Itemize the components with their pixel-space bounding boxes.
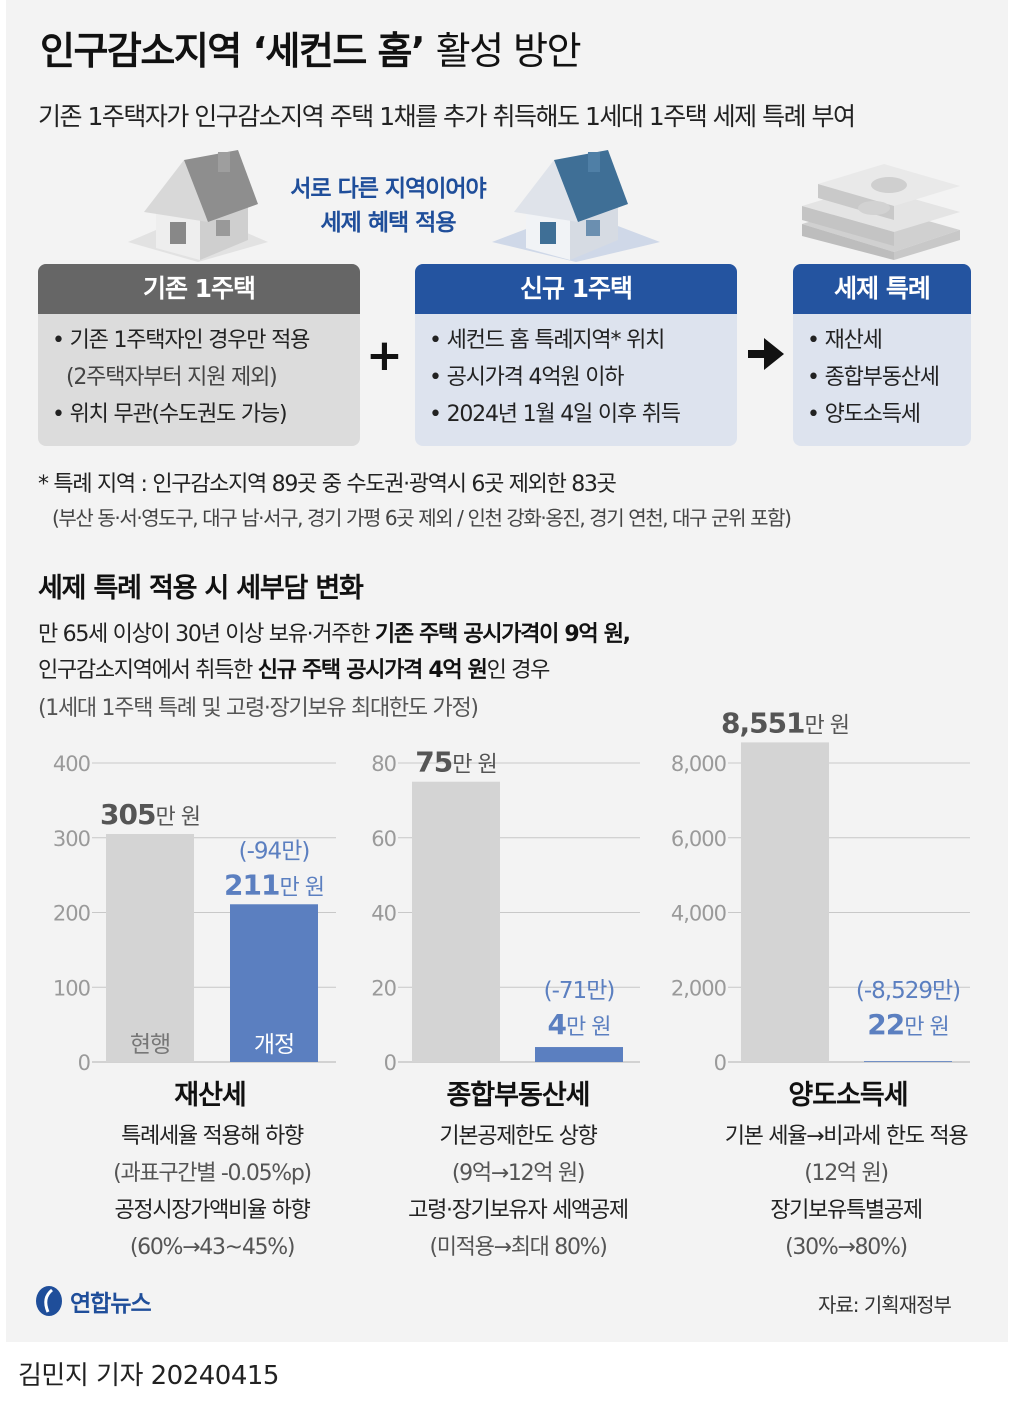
chart-description-line: (미적용→최대 80%)	[429, 1235, 607, 1260]
money-stack-icon	[802, 164, 960, 260]
yonhap-logo-icon	[36, 1286, 62, 1316]
tax-benefit-item: • 종합부동산세	[807, 365, 940, 390]
condition-line-2: 인구감소지역에서 취득한 신규 주택 공시가격 4억 원인 경우	[38, 658, 550, 683]
category-label: 개정	[254, 1032, 294, 1058]
difference-label: (-71만)	[544, 978, 615, 1004]
value-label: 4만 원	[548, 1008, 611, 1041]
page-title-light: 활성 방안	[435, 29, 582, 73]
condition-assumption: (1세대 1주택 특례 및 고령·장기보유 최대한도 가정)	[38, 696, 479, 721]
existing-house-icon	[128, 150, 268, 262]
chart-description-line: 공정시장가액비율 하향	[114, 1198, 310, 1223]
value-label: 305만 원	[100, 798, 200, 831]
y-tick-label: 80	[371, 752, 396, 776]
bar-revised	[864, 1061, 952, 1062]
page-subtitle: 기존 1주택자가 인구감소지역 주택 1채를 추가 취득해도 1세대 1주택 세…	[38, 102, 856, 131]
tax-benefit-item: • 재산세	[807, 328, 883, 353]
callout-line-1: 서로 다른 지역이어야	[290, 176, 486, 202]
existing-house-box-title: 기존 1주택	[38, 264, 360, 314]
new-house-item: • 공시가격 4억원 이하	[429, 365, 624, 390]
existing-house-item: • 기존 1주택자인 경우만 적용	[52, 328, 310, 353]
y-tick-label: 4,000	[671, 902, 726, 926]
chart-description: 기본 세율→비과세 한도 적용 (12억 원) 장기보유특별공제 (30%→80%)	[676, 1118, 1010, 1266]
chart-0: 0 100 200 300 400 현행 개정 305만 원 211만 원 (-94만)	[53, 752, 336, 1075]
bar-revised	[230, 904, 318, 1062]
new-house-box-title: 신규 1주택	[415, 264, 737, 314]
tax-benefit-box: 세제 특례 • 재산세 • 종합부동산세 • 양도소득세	[793, 264, 971, 446]
existing-house-item-note: (2주택자부터 지원 제외)	[66, 365, 278, 390]
y-tick-label: 400	[53, 752, 90, 776]
plus-sign: +	[366, 330, 403, 381]
section-title: 세제 특례 적용 시 세부담 변화	[38, 573, 364, 604]
y-tick-label: 300	[53, 827, 90, 851]
yonhap-logo-text: 연합뉴스	[70, 1291, 152, 1317]
yonhap-logo: 연합뉴스	[34, 1284, 152, 1318]
condition-highlight: 신규 주택 공시가격 4억 원	[257, 658, 488, 683]
existing-house-box: 기존 1주택 • 기존 1주택자인 경우만 적용 (2주택자부터 지원 제외) …	[38, 264, 360, 446]
page-title: 인구감소지역 ‘세컨드 홈’ 활성 방안	[40, 29, 582, 73]
chart-description: 특례세율 적용해 하향 (과표구간별 -0.05%p) 공정시장가액비율 하향 (60…	[42, 1118, 382, 1266]
chart-title: 재산세	[174, 1080, 247, 1111]
y-tick-label: 200	[53, 902, 90, 926]
chart-title: 종합부동산세	[446, 1080, 590, 1111]
chart-description-line: (12억 원)	[804, 1161, 889, 1186]
chart-description-line: (9억→12억 원)	[451, 1161, 586, 1186]
arrow-right-icon	[748, 338, 784, 370]
chart-description-line: 고령·장기보유자 세액공제	[408, 1198, 629, 1223]
condition-highlight: 기존 주택 공시가격이 9억 원,	[374, 622, 631, 647]
value-label: 75만 원	[415, 746, 496, 779]
callout-text: 서로 다른 지역이어야 세제 혜택 적용	[268, 172, 508, 240]
data-source: 자료: 기획재정부	[818, 1293, 952, 1317]
byline: 김민지 기자 20240415	[18, 1361, 279, 1391]
condition-line-1: 만 65세 이상이 30년 이상 보유·거주한 기존 주택 공시가격이 9억 원…	[38, 622, 631, 647]
special-region-note: * 특례 지역 : 인구감소지역 89곳 중 수도권·광역시 6곳 제외한 83…	[38, 472, 617, 497]
chart-description-line: 기본 세율→비과세 한도 적용	[724, 1124, 969, 1149]
y-tick-label: 6,000	[671, 827, 726, 851]
new-house-box: 신규 1주택 • 세컨드 홈 특례지역* 위치 • 공시가격 4억원 이하 • …	[415, 264, 737, 446]
y-tick-label: 0	[78, 1051, 90, 1075]
tax-benefit-box-title: 세제 특례	[793, 264, 971, 314]
category-label: 현행	[130, 1032, 170, 1058]
new-house-icon	[492, 150, 660, 262]
bar-current	[412, 781, 500, 1062]
special-region-detail: (부산 동·서·영도구, 대구 남·서구, 경기 가평 6곳 제외 / 인천 강…	[52, 506, 792, 530]
chart-2: 0 2,000 4,000 6,000 8,000 8,551만 원 22만 원 (-8,52…	[671, 706, 970, 1075]
value-label: 211만 원	[224, 868, 324, 901]
chart-description-line: (과표구간별 -0.05%p)	[113, 1161, 312, 1186]
chart-description-line: 장기보유특별공제	[770, 1198, 923, 1223]
value-label: 22만 원	[867, 1008, 948, 1041]
y-tick-label: 2,000	[671, 976, 726, 1000]
existing-house-item: • 위치 무관(수도권도 가능)	[52, 402, 288, 427]
bar-current	[741, 742, 829, 1062]
chart-description-line: 기본공제한도 상향	[439, 1124, 598, 1149]
chart-description-line: 특례세율 적용해 하향	[121, 1124, 304, 1149]
new-house-item: • 세컨드 홈 특례지역* 위치	[429, 328, 665, 353]
chart-title: 양도소득세	[788, 1080, 908, 1111]
bar-current	[106, 834, 194, 1062]
chart-description-line: (30%→80%)	[785, 1235, 908, 1260]
callout-line-2: 세제 혜택 적용	[320, 210, 457, 236]
difference-label: (-8,529만)	[856, 978, 960, 1004]
y-tick-label: 20	[371, 976, 396, 1000]
chart-description-line: (60%→43~45%)	[129, 1235, 296, 1260]
difference-label: (-94만)	[239, 838, 310, 864]
new-house-item: • 2024년 1월 4일 이후 취득	[429, 402, 681, 427]
y-tick-label: 0	[384, 1051, 396, 1075]
chart-description: 기본공제한도 상향 (9억→12억 원) 고령·장기보유자 세액공제 (미적용→최대 …	[348, 1118, 688, 1266]
y-tick-label: 0	[714, 1051, 726, 1075]
bar-revised	[535, 1047, 623, 1062]
y-tick-label: 8,000	[671, 752, 726, 776]
value-label: 8,551만 원	[721, 706, 849, 739]
y-tick-label: 60	[371, 827, 396, 851]
chart-1: 0 20 40 60 80 75만 원 4만 원 (-71만)	[371, 746, 640, 1075]
y-tick-label: 40	[371, 902, 396, 926]
tax-benefit-item: • 양도소득세	[807, 402, 921, 427]
y-tick-label: 100	[53, 976, 90, 1000]
